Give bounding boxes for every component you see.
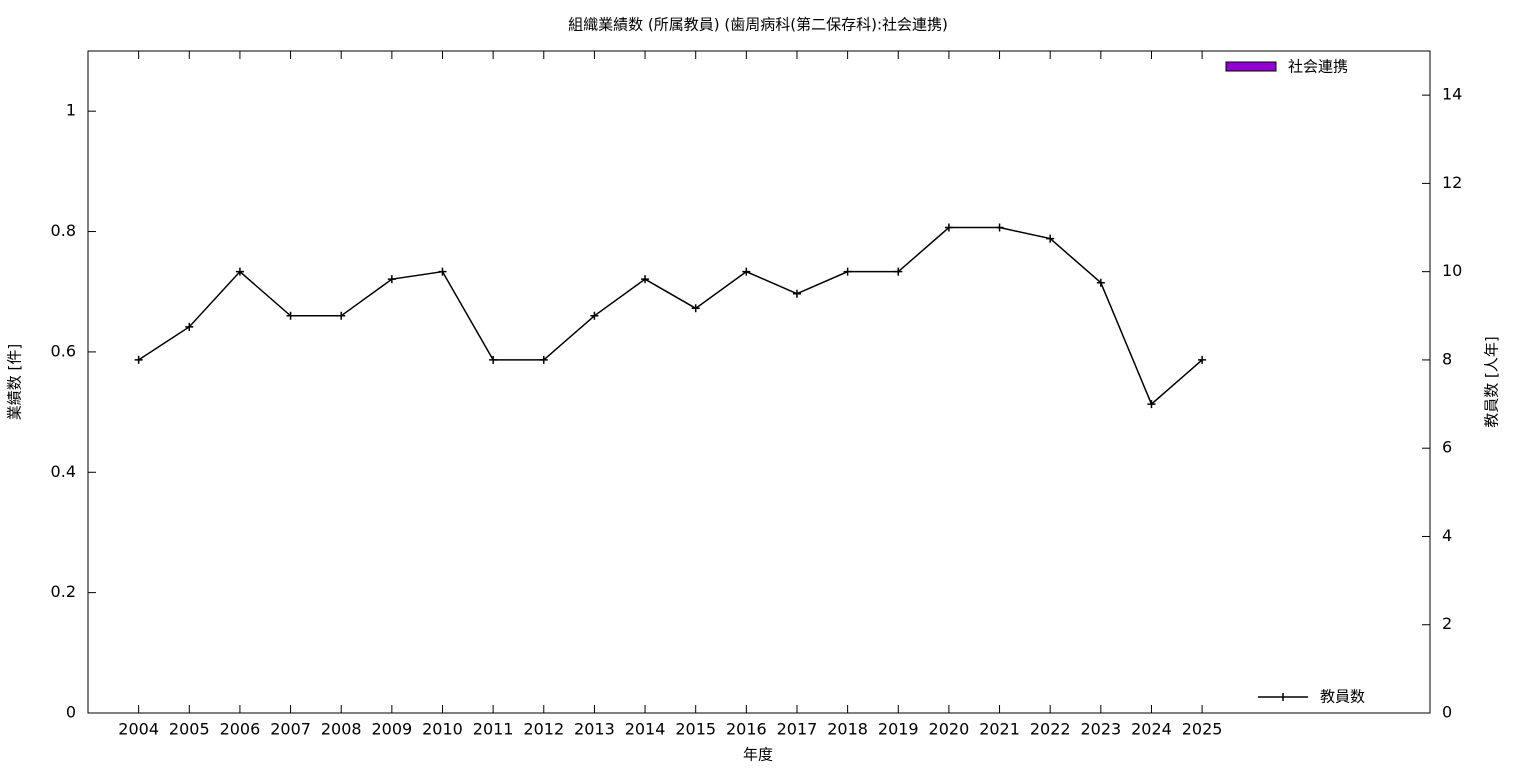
x-axis-label: 年度 (743, 746, 773, 764)
x-tick-label: 2010 (422, 720, 463, 739)
y-tick-label: 0 (66, 703, 76, 722)
line (138, 226, 1203, 406)
legend-label: 社会連携 (1288, 58, 1348, 76)
point (843, 267, 852, 276)
point (691, 304, 700, 313)
x-tick-label: 2015 (675, 720, 716, 739)
point (792, 289, 801, 298)
point (1096, 278, 1105, 287)
point (995, 223, 1004, 232)
y2-tick-label: 2 (1442, 614, 1452, 633)
x-tick-label: 2009 (371, 720, 412, 739)
legend-swatch (1225, 61, 1277, 72)
x-tick-label: 2006 (220, 720, 261, 739)
point (1198, 355, 1207, 364)
y2-axis-label: 教員数 [人年] (1483, 336, 1501, 427)
x-tick-label: 2023 (1080, 720, 1121, 739)
y-tick-label: 0.8 (51, 221, 76, 240)
y-tick-label: 0.6 (51, 341, 76, 360)
plot-frame (87, 50, 1431, 714)
x-tick-label: 2005 (169, 720, 210, 739)
y2-tick-label: 0 (1442, 703, 1452, 722)
y2-tick-label: 12 (1442, 173, 1462, 192)
x-tick-label: 2018 (827, 720, 868, 739)
point (235, 267, 244, 276)
point (185, 322, 194, 331)
x-tick-label: 2019 (878, 720, 919, 739)
point (590, 311, 599, 320)
y-tick-label: 0.4 (51, 462, 76, 481)
point (1046, 234, 1055, 243)
x-tick-label: 2008 (321, 720, 362, 739)
y-axis-label: 業績数 [件] (6, 344, 24, 420)
y2-tick-label: 10 (1442, 261, 1462, 280)
x-tick-label: 2017 (777, 720, 818, 739)
point (337, 311, 346, 320)
point (438, 267, 447, 276)
x-tick-label: 2013 (574, 720, 615, 739)
legend-label: 教員数 (1320, 688, 1365, 706)
x-tick-label: 2020 (929, 720, 970, 739)
point (539, 355, 548, 364)
point (387, 275, 396, 284)
point (641, 275, 650, 284)
y2-tick-label: 14 (1442, 85, 1462, 104)
x-tick-label: 2024 (1131, 720, 1172, 739)
chart-title: 組織業績数 (所属教員) (歯周病科(第二保存科):社会連携) (568, 16, 948, 34)
point (1147, 400, 1156, 409)
x-tick-label: 2004 (118, 720, 159, 739)
point (286, 311, 295, 320)
legend-swatch (1258, 693, 1308, 701)
x-tick-label: 2022 (1030, 720, 1071, 739)
x-tick-label: 2011 (473, 720, 514, 739)
x-tick-label: 2007 (270, 720, 311, 739)
point (134, 355, 143, 364)
y2-tick-label: 8 (1442, 349, 1452, 368)
x-tick-label: 2021 (979, 720, 1020, 739)
y-tick-label: 1 (66, 101, 76, 120)
point (944, 223, 953, 232)
point (894, 267, 903, 276)
y2-tick-label: 6 (1442, 438, 1452, 457)
point (489, 355, 498, 364)
x-tick-label: 2012 (523, 720, 564, 739)
y-tick-label: 0.2 (51, 582, 76, 601)
x-tick-label: 2016 (726, 720, 767, 739)
x-tick-label: 2025 (1182, 720, 1223, 739)
y2-tick-label: 4 (1442, 526, 1452, 545)
point (742, 267, 751, 276)
x-tick-label: 2014 (625, 720, 666, 739)
